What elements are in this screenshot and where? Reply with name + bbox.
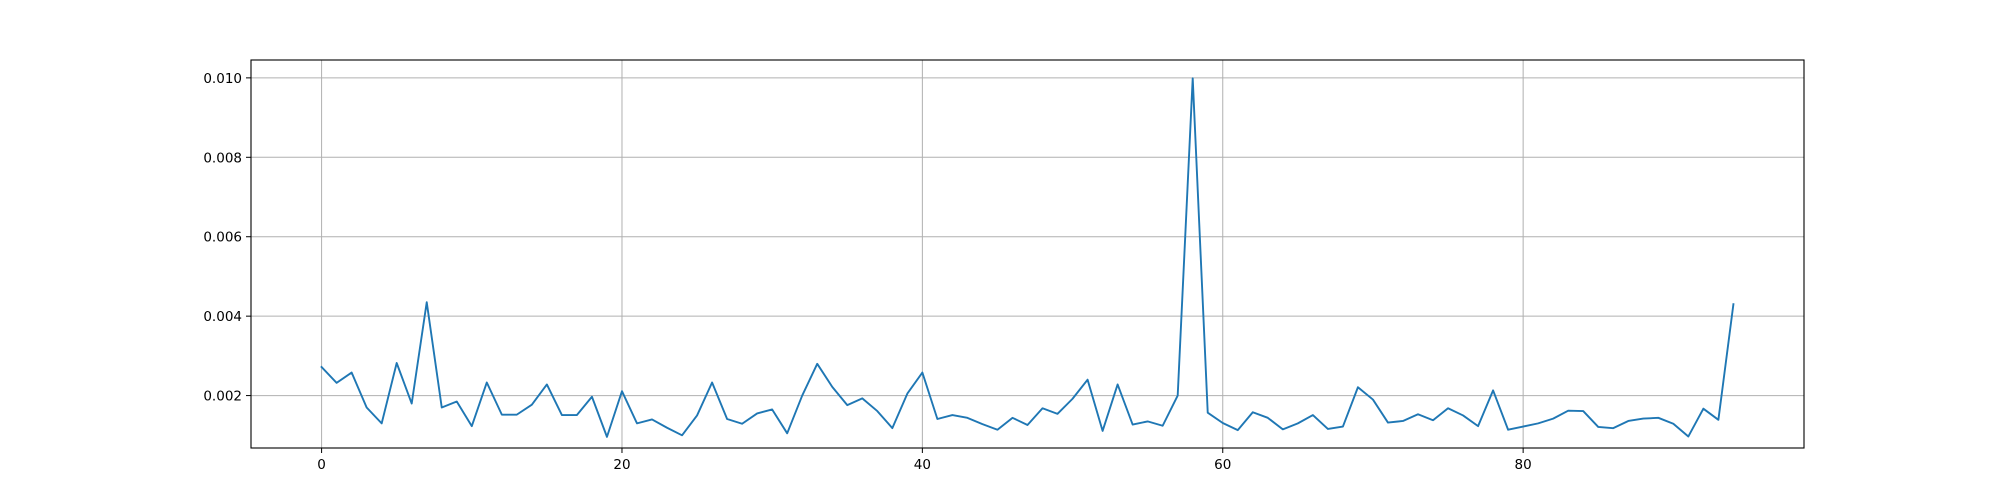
y-axis: 0.002 0.004 0.006 0.008 0.010 (203, 71, 251, 405)
x-tick-label: 60 (1214, 457, 1231, 473)
y-tick-label: 0.004 (203, 309, 242, 325)
y-tick-label: 0.006 (203, 230, 242, 246)
x-tick-label: 0 (317, 457, 326, 473)
series-line (320, 77, 1735, 438)
y-tick-label: 0.008 (203, 150, 242, 166)
plot-frame (250, 59, 1805, 449)
x-tick-label: 40 (914, 457, 931, 473)
x-axis: 0 20 40 60 80 (317, 448, 1532, 473)
grid-lines (251, 60, 1804, 448)
y-tick-label: 0.010 (203, 71, 242, 87)
series-group (320, 77, 1735, 438)
x-tick-label: 80 (1515, 457, 1532, 473)
x-tick-label: 20 (613, 457, 630, 473)
y-tick-label: 0.002 (203, 389, 242, 405)
